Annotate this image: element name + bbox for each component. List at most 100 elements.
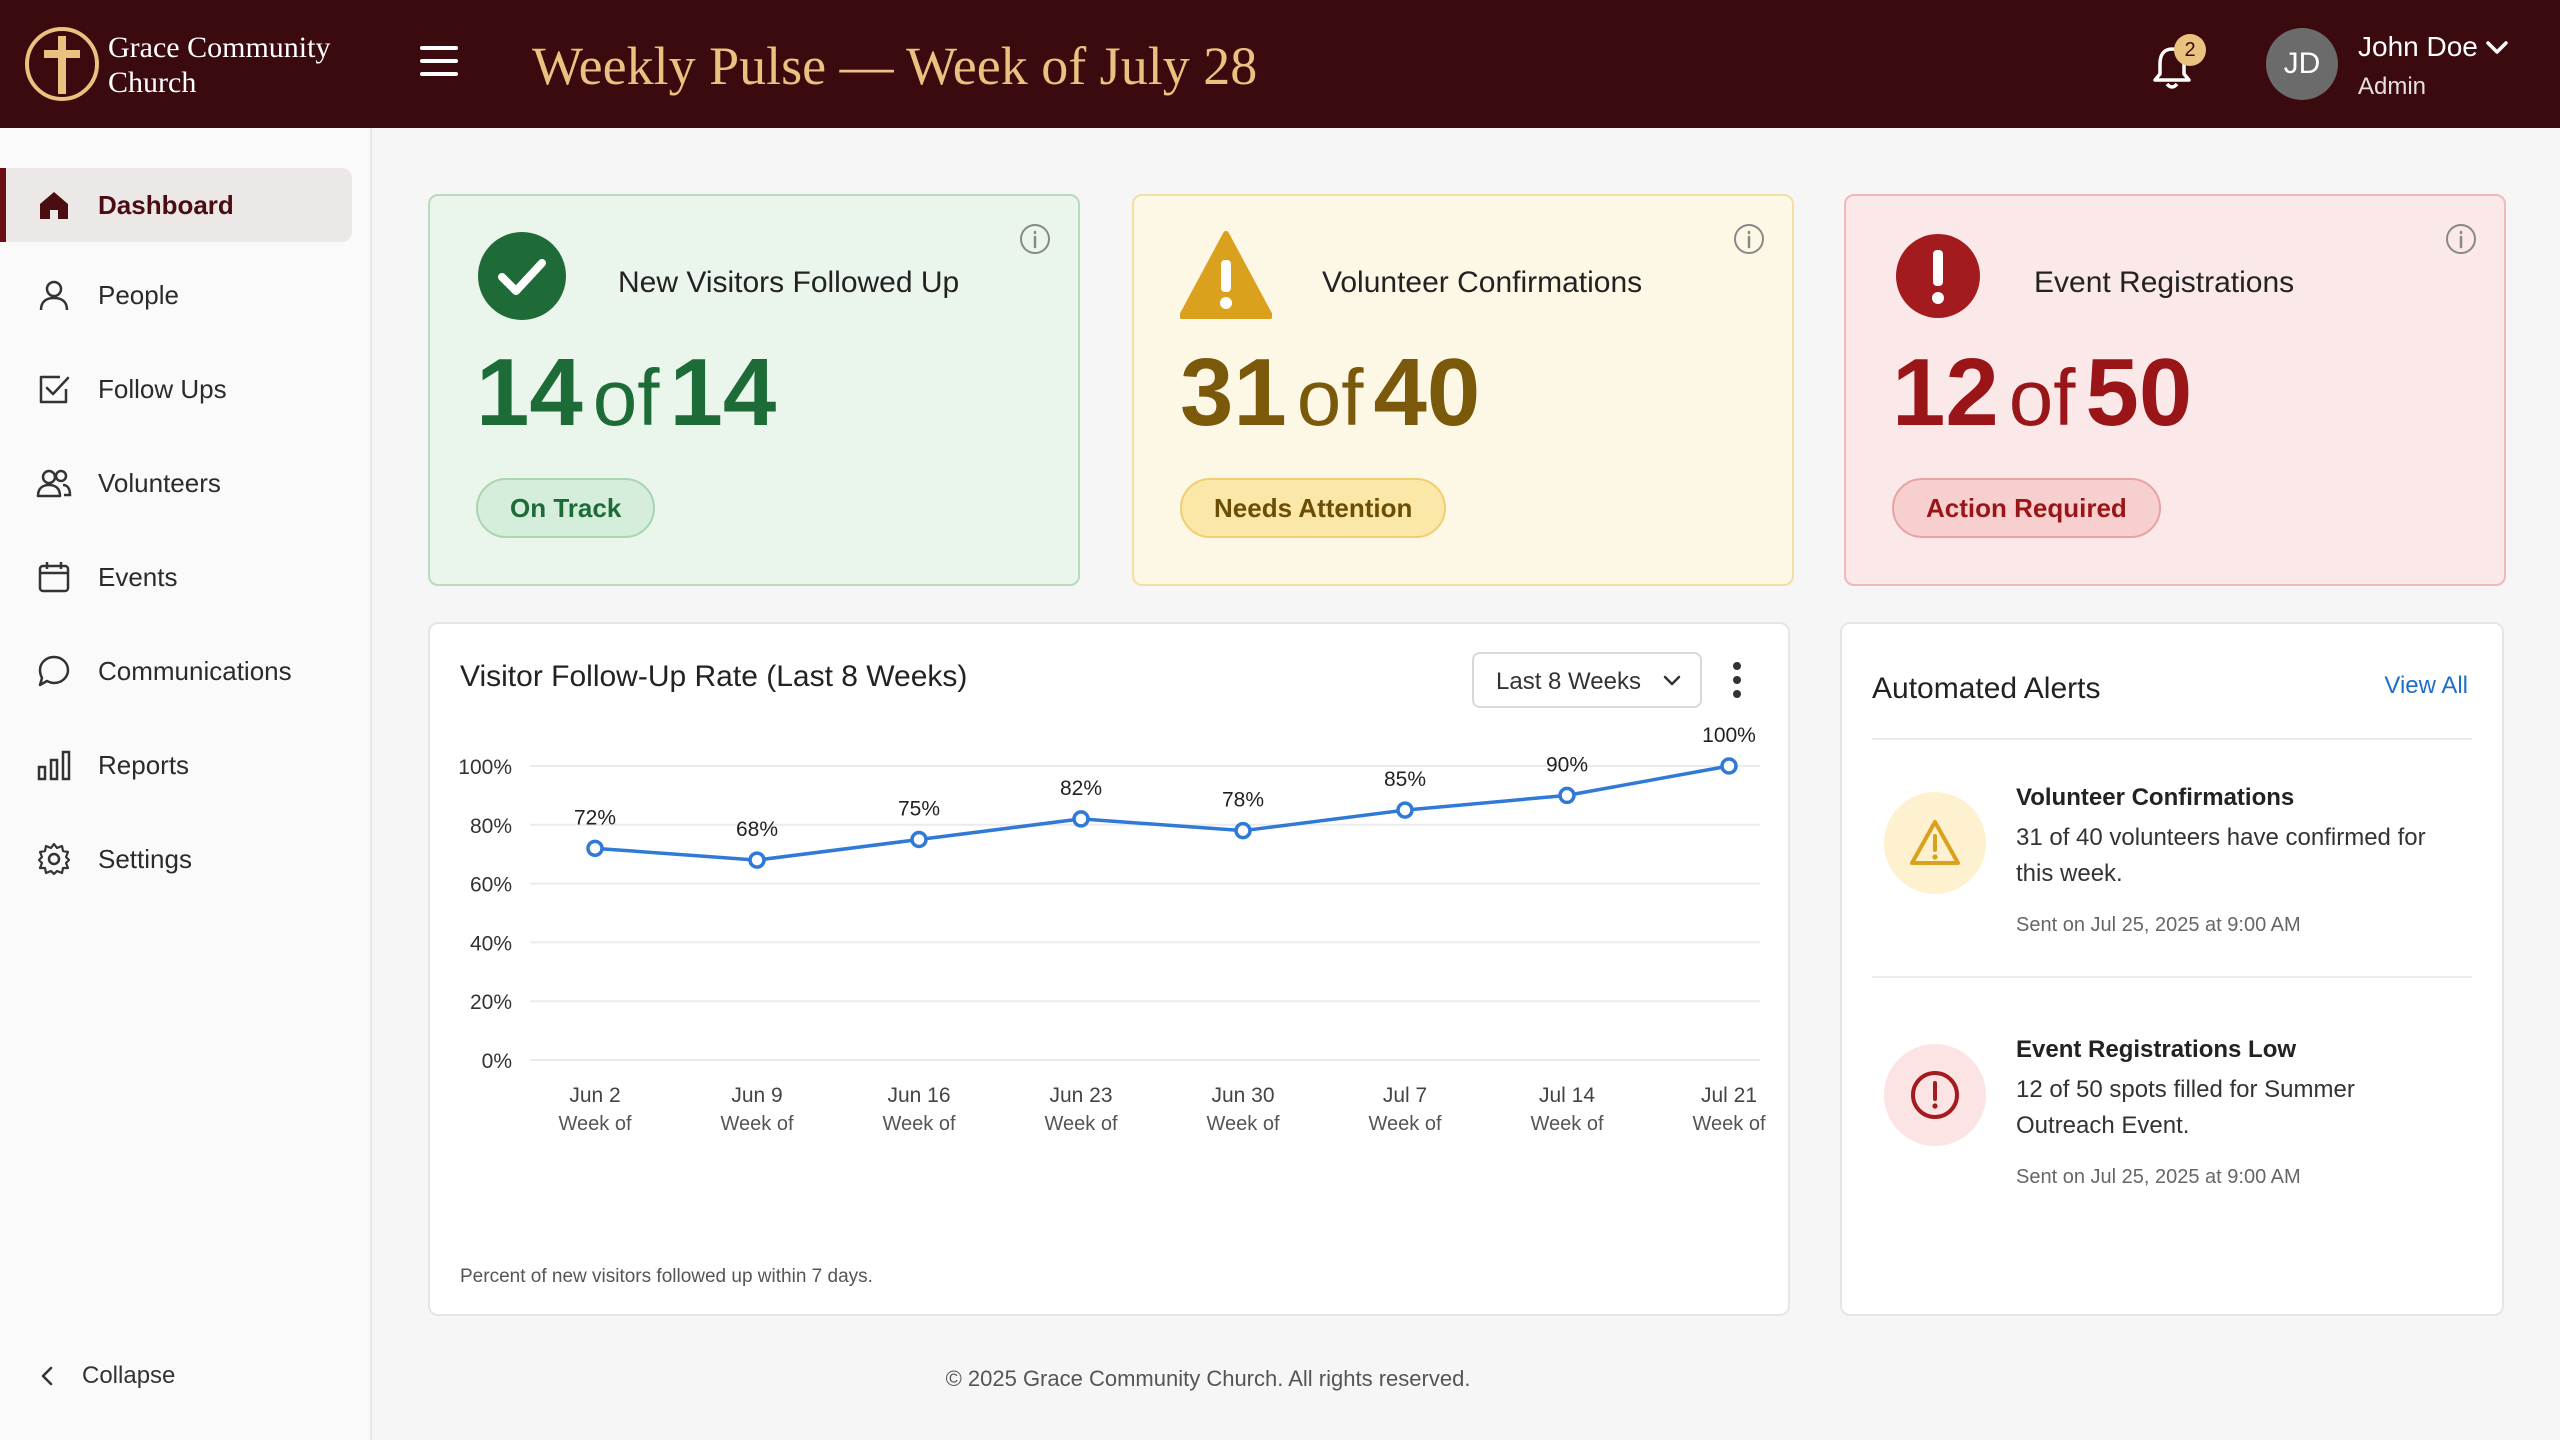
- data-point: [586, 839, 604, 858]
- sidebar-item-label: Reports: [98, 750, 190, 780]
- chevron-down-icon[interactable]: [2484, 38, 2510, 58]
- x-tick-label: Jun 9: [731, 1084, 782, 1107]
- x-tick-sublabel: Week of: [1045, 1113, 1118, 1135]
- user-avatar[interactable]: JD: [2266, 28, 2338, 100]
- collapse-sidebar-button[interactable]: Collapse: [36, 1356, 236, 1396]
- card-metric: 14 of 14: [476, 338, 776, 453]
- info-icon[interactable]: [1732, 222, 1766, 256]
- sidebar: Dashboard People Follow Ups Volunteers E…: [0, 128, 372, 1440]
- sidebar-item-dashboard[interactable]: Dashboard: [0, 168, 352, 242]
- sidebar-item-label: People: [98, 280, 179, 310]
- status-badge[interactable]: Needs Attention: [1180, 478, 1447, 538]
- check-circle-icon: [478, 232, 566, 320]
- sidebar-item-people[interactable]: People: [0, 258, 352, 332]
- metric-current: 12: [1892, 339, 1999, 446]
- exclamation-circle-icon: [1896, 234, 1980, 318]
- data-point: [1558, 786, 1576, 805]
- data-label: 82%: [1060, 777, 1102, 800]
- y-tick-label: 100%: [458, 756, 512, 779]
- status-card-visitors: New Visitors Followed Up 14 of 14 On Track: [428, 194, 1080, 586]
- page-title: Weekly Pulse — Week of July 28: [532, 36, 1258, 96]
- warning-triangle-icon: [1910, 820, 1960, 865]
- metric-total: 40: [1373, 339, 1481, 446]
- info-icon[interactable]: [2444, 222, 2478, 256]
- sidebar-item-events[interactable]: Events: [0, 540, 352, 614]
- sidebar-item-settings[interactable]: Settings: [0, 822, 352, 896]
- date-range-value: Last 8 Weeks: [1496, 668, 1641, 695]
- x-tick-sublabel: Week of: [559, 1113, 632, 1135]
- info-icon[interactable]: [1018, 222, 1052, 256]
- line-chart: 0% 20% 40% 60% 80% 100% 72% Jun 2 Week of 68% Jun …: [458, 724, 1766, 1135]
- metric-of: of: [1296, 353, 1364, 442]
- x-tick-label: Jul 21: [1701, 1084, 1757, 1107]
- metric-current: 31: [1180, 339, 1287, 446]
- data-label: 78%: [1222, 789, 1264, 812]
- x-tick-label: Jun 23: [1049, 1084, 1112, 1107]
- x-tick-sublabel: Week of: [1531, 1113, 1604, 1135]
- home-icon: [40, 192, 68, 219]
- y-tick-label: 80%: [470, 815, 512, 838]
- checkbox-icon: [39, 375, 70, 404]
- data-label: 100%: [1702, 724, 1756, 747]
- collapse-label: Collapse: [82, 1362, 176, 1389]
- sidebar-item-label: Events: [98, 562, 178, 592]
- sidebar-item-label: Settings: [98, 844, 192, 874]
- chart-title: Visitor Follow-Up Rate (Last 8 Weeks): [460, 660, 968, 693]
- warning-triangle-icon: [1180, 231, 1272, 319]
- data-label: 68%: [736, 818, 778, 841]
- status-badge[interactable]: Action Required: [1892, 478, 2161, 538]
- alert-body: 12 of 50 spots filled for Summer Outreac…: [2016, 1076, 2355, 1139]
- card-title: Volunteer Confirmations: [1322, 266, 1643, 299]
- metric-of: of: [592, 353, 660, 442]
- data-label: 75%: [898, 798, 940, 821]
- sidebar-item-volunteers[interactable]: Volunteers: [0, 446, 352, 520]
- status-badge[interactable]: On Track: [476, 478, 656, 538]
- divider: [1872, 738, 2472, 740]
- metric-of: of: [2008, 353, 2076, 442]
- sidebar-item-label: Follow Ups: [98, 374, 227, 404]
- x-tick-sublabel: Week of: [721, 1113, 794, 1135]
- sidebar-item-label: Volunteers: [98, 468, 221, 498]
- calendar-icon: [38, 562, 70, 593]
- person-icon: [39, 280, 69, 311]
- church-name: Grace Community Church: [108, 31, 331, 99]
- bar-chart-icon: [37, 750, 71, 781]
- footer-copyright: © 2025 Grace Community Church. All right…: [945, 1366, 1471, 1391]
- more-options-icon[interactable]: [1728, 658, 1746, 702]
- chevron-left-icon: [41, 1366, 53, 1386]
- alert-title: Event Registrations Low: [2016, 1036, 2297, 1063]
- data-point: [1234, 821, 1252, 840]
- card-metric: 31 of 40: [1180, 338, 1480, 453]
- data-point: [1720, 757, 1738, 775]
- sidebar-item-follow-ups[interactable]: Follow Ups: [0, 352, 352, 426]
- y-tick-label: 20%: [470, 991, 512, 1014]
- status-card-events: Event Registrations 12 of 50 Action Requir…: [1844, 194, 2506, 586]
- sidebar-item-communications[interactable]: Communications: [0, 634, 352, 708]
- metric-current: 14: [476, 339, 583, 446]
- church-cross-logo: [25, 27, 99, 101]
- x-tick-label: Jun 16: [887, 1084, 950, 1107]
- chart-caption: Percent of new visitors followed up with…: [460, 1266, 873, 1287]
- user-name[interactable]: John Doe: [2358, 31, 2478, 62]
- follow-up-rate-chart-panel: Visitor Follow-Up Rate (Last 8 Weeks) La…: [428, 622, 1790, 1316]
- exclamation-circle-icon: [1911, 1071, 1959, 1119]
- top-header: Grace Community Church Weekly Pulse — We…: [0, 0, 2560, 128]
- date-range-select[interactable]: Last 8 Weeks: [1472, 652, 1702, 708]
- alert-title: Volunteer Confirmations: [2016, 784, 2295, 811]
- sidebar-item-reports[interactable]: Reports: [0, 728, 352, 802]
- data-point: [910, 830, 928, 849]
- x-tick-sublabel: Week of: [883, 1113, 956, 1135]
- data-point: [748, 851, 766, 869]
- x-tick-label: Jul 14: [1539, 1084, 1595, 1107]
- sidebar-item-label: Communications: [98, 656, 292, 686]
- x-tick-sublabel: Week of: [1693, 1113, 1766, 1135]
- users-icon: [36, 469, 72, 498]
- data-point: [1072, 810, 1090, 828]
- alerts-title: Automated Alerts: [1872, 672, 2101, 705]
- series-line: [594, 764, 1730, 862]
- menu-hamburger-icon[interactable]: [420, 46, 458, 82]
- divider: [1872, 976, 2472, 978]
- view-all-link[interactable]: View All: [2384, 672, 2468, 699]
- data-point: [1396, 801, 1414, 819]
- x-tick-sublabel: Week of: [1369, 1113, 1442, 1135]
